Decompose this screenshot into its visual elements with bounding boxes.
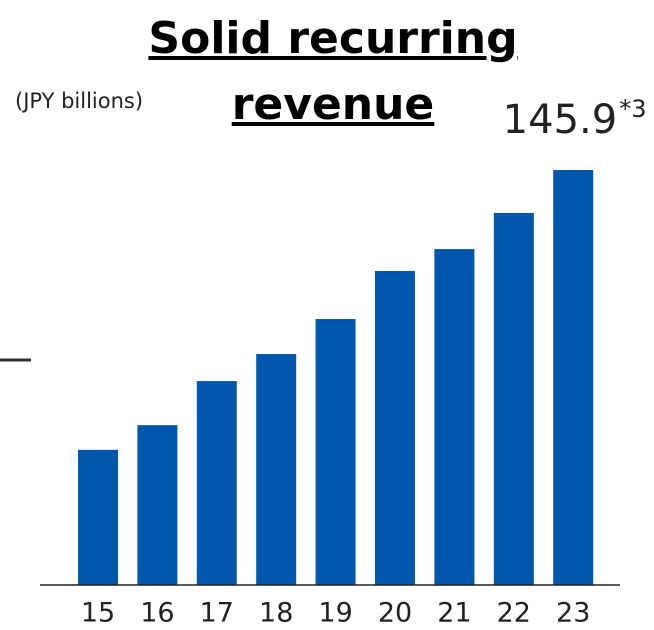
value-label: 145.9 (503, 97, 618, 143)
chart-title: Solid recurring revenue (148, 13, 518, 130)
bar (375, 270, 415, 585)
footnote-mark: *3 (619, 95, 646, 123)
x-tick-label: 15 (81, 598, 115, 629)
bar (434, 249, 475, 585)
x-tick-label: 16 (140, 598, 174, 629)
bar (256, 354, 297, 585)
x-tick-label: 23 (556, 598, 590, 629)
bar (78, 449, 118, 585)
x-tick-label: 21 (437, 598, 471, 629)
bar (137, 425, 178, 585)
x-tick-label: 18 (259, 598, 293, 629)
bar (315, 319, 356, 585)
x-tick-label: 22 (497, 598, 531, 629)
x-tick-label: 20 (378, 598, 412, 629)
bar (196, 381, 237, 585)
x-tick-label: 19 (318, 598, 352, 629)
x-tick-label: 17 (200, 598, 234, 629)
bar (553, 170, 594, 585)
bar (493, 212, 534, 585)
subtitle: (JPY billions) (15, 89, 143, 113)
